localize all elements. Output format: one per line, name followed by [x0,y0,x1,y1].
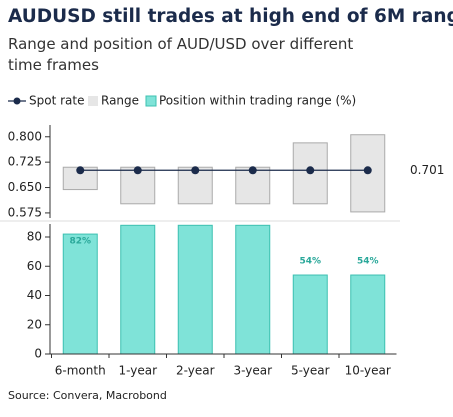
y-tick-label: 0.575 [8,205,42,219]
y-tick-label: 80 [27,230,42,244]
bar [62,233,98,355]
legend-dot [13,97,21,105]
spot-dot [363,166,372,175]
range-box [120,166,156,205]
y-tick-label: 0.800 [8,129,42,143]
legend-label: Position within trading range (%) [159,94,356,108]
source: Source: Convera, Macrobond [8,389,167,402]
y-tick-label: 0 [34,347,42,361]
spot-dot [191,166,200,175]
x-tick-label: 6-month [55,364,106,378]
bar [235,224,271,355]
spot-label: 0.701 [410,163,444,177]
legend-label: Spot rate [29,94,84,108]
legend-swatch [145,95,157,107]
x-tick-label: 10-year [345,364,391,378]
range-box [350,134,386,213]
spot-dot [133,166,142,175]
value-label: 54% [357,257,379,267]
legend-label: Range [101,94,139,108]
x-tick-label: 3-year [233,364,272,378]
y-tick-label: 0.725 [8,155,42,169]
value-label: 82% [69,237,91,247]
x-tick-label: 1-year [118,364,157,378]
spot-dot [248,166,257,175]
y-tick-label: 60 [27,259,42,273]
bar [177,224,213,355]
x-tick-label: 5-year [291,364,330,378]
chart-title: AUDUSD still trades at high end of 6M ra… [8,6,453,27]
y-tick-label: 0.650 [8,180,42,194]
spot-dot [306,166,315,175]
range-box [177,166,213,205]
bar [120,224,156,355]
x-tick-label: 2-year [176,364,215,378]
value-label: 54% [299,257,321,267]
bar [292,274,328,355]
y-tick-label: 20 [27,317,42,331]
spot-dot [76,166,85,175]
y-tick-label: 40 [27,288,42,302]
legend-swatch [88,96,98,106]
chart-subtitle: Range and position of AUD/USD over diffe… [8,35,354,74]
bar [350,274,386,355]
